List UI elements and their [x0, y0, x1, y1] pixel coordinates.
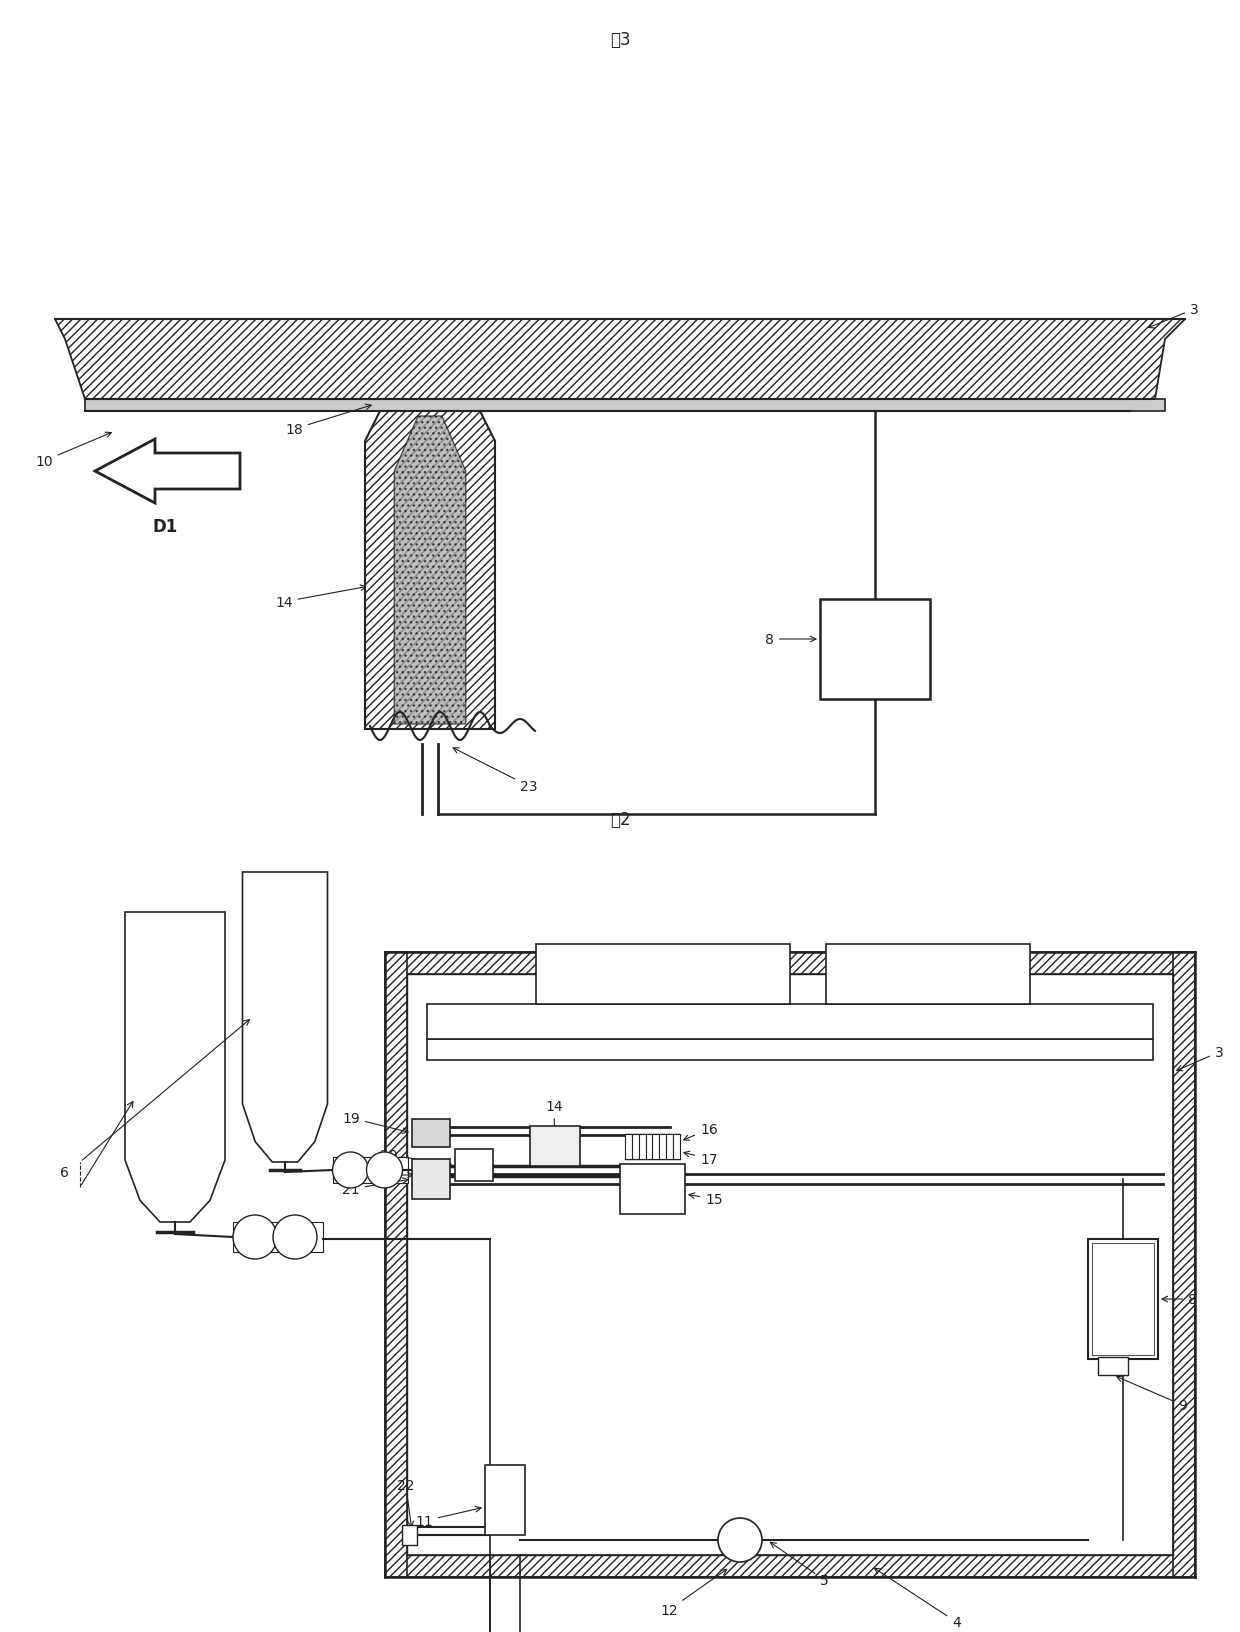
Bar: [632, 1134, 639, 1159]
Text: 21: 21: [342, 1178, 408, 1196]
Text: 8: 8: [765, 633, 816, 646]
Text: 图2: 图2: [610, 811, 630, 829]
Circle shape: [718, 1518, 763, 1562]
Text: 17: 17: [684, 1152, 718, 1167]
Text: D1: D1: [153, 517, 177, 535]
Text: 9: 9: [1117, 1376, 1187, 1412]
Text: 6: 6: [60, 1165, 69, 1180]
Bar: [529, 1126, 580, 1167]
Bar: [455, 1149, 494, 1182]
Bar: [384, 953, 1195, 974]
Text: 10: 10: [866, 973, 916, 1036]
Bar: [427, 1040, 1153, 1061]
Bar: [332, 1157, 408, 1183]
Bar: [233, 1222, 322, 1252]
Bar: [652, 1134, 660, 1159]
Text: 20: 20: [379, 1149, 451, 1167]
Bar: [402, 1524, 417, 1546]
Text: 14: 14: [546, 1100, 563, 1142]
Text: 13: 13: [345, 1169, 413, 1182]
Bar: [820, 599, 930, 700]
Text: 19: 19: [342, 1111, 408, 1134]
Bar: [1087, 1239, 1158, 1359]
Bar: [620, 1164, 684, 1214]
Polygon shape: [55, 320, 1185, 400]
Text: 3: 3: [1148, 304, 1199, 328]
Circle shape: [367, 1152, 403, 1188]
Text: 16: 16: [683, 1123, 718, 1141]
Text: 18: 18: [285, 405, 371, 437]
Bar: [485, 1466, 525, 1536]
Bar: [412, 1120, 450, 1147]
Bar: [384, 1555, 1195, 1577]
Circle shape: [273, 1216, 317, 1260]
Text: 14: 14: [275, 586, 366, 609]
Bar: [86, 400, 1166, 411]
Circle shape: [332, 1152, 368, 1188]
Polygon shape: [394, 416, 466, 725]
Text: 22: 22: [397, 1479, 414, 1528]
Text: 15: 15: [689, 1193, 723, 1206]
Bar: [1097, 1358, 1128, 1376]
Bar: [536, 945, 790, 1004]
Bar: [673, 1134, 680, 1159]
Bar: [625, 1134, 632, 1159]
Text: 11: 11: [415, 1506, 481, 1528]
Bar: [646, 1134, 652, 1159]
Bar: [826, 945, 1029, 1004]
Bar: [412, 1159, 450, 1200]
Polygon shape: [365, 411, 495, 730]
Circle shape: [233, 1216, 277, 1260]
Bar: [660, 1134, 666, 1159]
Bar: [1173, 953, 1195, 1577]
Text: 5: 5: [770, 1542, 828, 1586]
Text: 图3: 图3: [610, 31, 630, 49]
Polygon shape: [243, 873, 327, 1162]
Polygon shape: [95, 439, 241, 504]
Bar: [639, 1134, 646, 1159]
Text: 10: 10: [35, 432, 112, 468]
Text: 18: 18: [572, 973, 642, 1041]
Bar: [427, 1004, 1153, 1040]
Bar: [384, 953, 407, 1577]
Text: 23: 23: [453, 749, 537, 793]
Polygon shape: [125, 912, 224, 1222]
Text: 3: 3: [1177, 1046, 1224, 1071]
Text: 8: 8: [1162, 1293, 1197, 1306]
Text: 12: 12: [660, 1570, 727, 1617]
Bar: [1092, 1244, 1154, 1355]
Bar: [666, 1134, 673, 1159]
Text: 4: 4: [874, 1568, 961, 1629]
